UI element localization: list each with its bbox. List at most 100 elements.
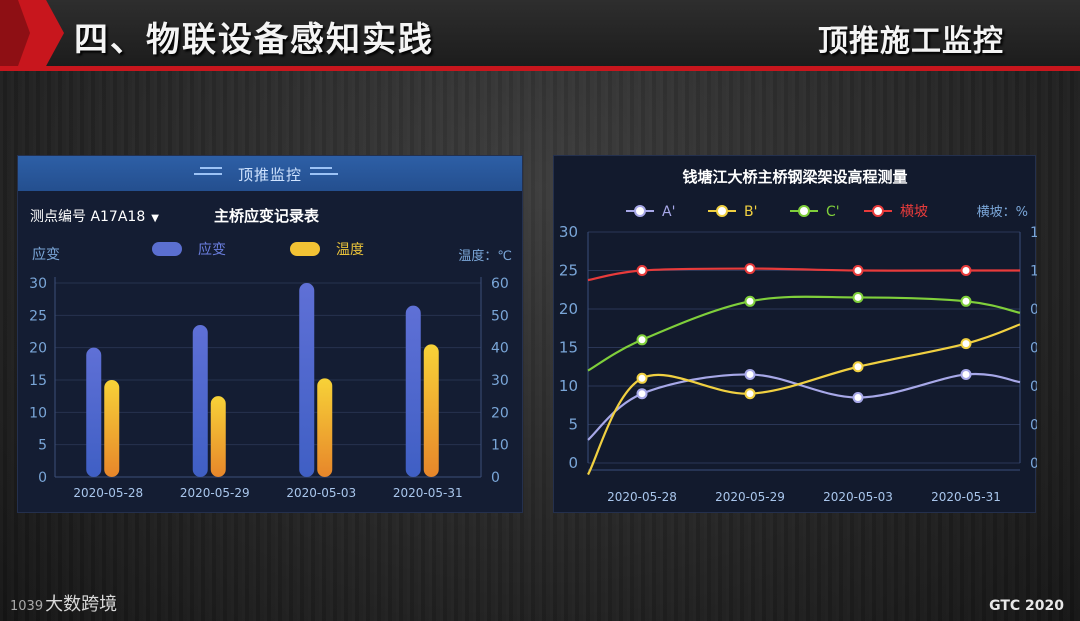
watermark: 1039 大数跨境 (10, 590, 117, 616)
header-lines-icon (310, 167, 338, 181)
series-line (587, 323, 1021, 476)
x-tick-label: 2020-05-03 (823, 490, 893, 504)
legend-marker (872, 205, 884, 217)
panel-header-title: 顶推监控 (237, 166, 302, 184)
slide-title: 四、物联设备感知实践 (74, 20, 434, 60)
x-tick-label: 2020-05-31 (393, 486, 463, 500)
y-tick-left: 15 (559, 339, 578, 357)
y-tick-left: 5 (568, 416, 578, 434)
chevron-down-icon: ▼ (151, 213, 159, 224)
sensor-id-value: 测点编号 A17A18 (30, 209, 146, 225)
legend-label: C' (826, 204, 840, 220)
strain-bar (405, 305, 421, 477)
legend-swatch (290, 242, 320, 256)
y-tick-left: 15 (29, 373, 47, 389)
data-point (744, 368, 756, 380)
series-line (587, 295, 1021, 372)
legend-marker (798, 205, 810, 217)
data-point (744, 263, 756, 275)
strain-bar (192, 325, 208, 477)
data-point (852, 361, 864, 373)
y-tick-left: 10 (559, 377, 578, 395)
y-tick-right: 10 (491, 438, 509, 454)
data-point (636, 265, 648, 276)
y-tick-right: 0.4 (1030, 379, 1037, 395)
data-point (960, 338, 972, 350)
data-point (960, 368, 972, 380)
x-tick-label: 2020-05-31 (931, 490, 1001, 504)
y-tick-left: 20 (559, 300, 578, 318)
legend-label: 横坡 (900, 204, 928, 220)
footer-brand: GTC 2020 (989, 598, 1064, 614)
y-tick-right: 30 (491, 373, 509, 389)
data-point (636, 372, 648, 384)
slide-subtitle: 顶推施工监控 (818, 24, 1004, 59)
elevation-chart-title: 钱塘江大桥主桥钢梁架设高程测量 (682, 168, 907, 186)
y-tick-right: 60 (491, 276, 509, 292)
x-tick-label: 2020-05-29 (180, 486, 250, 500)
slide-header (0, 0, 1080, 68)
y-tick-right: 1 (1030, 264, 1037, 280)
y-tick-left: 0 (38, 470, 47, 486)
y-tick-left: 20 (29, 341, 47, 357)
y-tick-right: 0 (1030, 456, 1037, 472)
temperature-bar (210, 396, 226, 477)
data-point (852, 265, 864, 276)
sensor-id-dropdown[interactable]: 测点编号 A17A18 ▼ (30, 206, 159, 226)
strain-monitor-panel: 顶推监控 测点编号 A17A18 ▼ 主桥应变记录表 0 5 10 15 20 25 30 0 1… (17, 155, 523, 513)
y-tick-right: 50 (491, 308, 509, 324)
legend-marker (716, 205, 728, 217)
data-point (636, 334, 648, 346)
strain-chart-title: 主桥应变记录表 (214, 207, 320, 225)
header-lines-icon (194, 167, 222, 181)
strain-bar (86, 347, 102, 477)
series-line (587, 372, 1021, 441)
y-tick-left: 5 (38, 438, 47, 454)
data-point (960, 265, 972, 276)
panel-header: 顶推监控 (18, 156, 522, 191)
y-tick-left: 25 (559, 262, 578, 280)
temperature-bar (317, 378, 333, 477)
y-tick-left: 30 (29, 276, 47, 292)
legend-label: 温度 (336, 242, 364, 258)
y-tick-right: 0.6 (1030, 341, 1037, 357)
legend-label: A' (662, 204, 675, 220)
y-tick-left: 25 (29, 308, 47, 324)
y-tick-right: 20 (491, 405, 509, 421)
y-tick-left: 30 (559, 223, 578, 241)
temperature-bar (104, 380, 120, 477)
x-tick-label: 2020-05-28 (607, 490, 677, 504)
y-axis-label-right: 横坡：% (977, 205, 1028, 220)
data-point (960, 295, 972, 307)
watermark-text: 大数跨境 (45, 594, 118, 615)
watermark-logo: 1039 (10, 599, 44, 614)
y-tick-right: 40 (491, 341, 509, 357)
y-tick-right: 1.2 (1030, 225, 1037, 241)
strain-bar (299, 283, 315, 477)
elevation-line-chart: 钱塘江大桥主桥钢梁架设高程测量 0 5 10 15 20 25 30 0 0.2 0.4 0.6 0.8… (559, 168, 1037, 504)
y-tick-left: 10 (29, 405, 47, 421)
legend-label: 应变 (198, 241, 226, 258)
data-point (744, 388, 756, 400)
y-tick-left: 0 (568, 454, 578, 472)
y-tick-right: 0.8 (1030, 302, 1037, 318)
elevation-monitor-panel: 钱塘江大桥主桥钢梁架设高程测量 0 5 10 15 20 25 30 0 0.2 0.4 0.6 0.8… (553, 155, 1037, 513)
legend-marker (634, 205, 646, 217)
header-divider (0, 66, 1080, 71)
data-point (744, 295, 756, 307)
y-axis-label-right: 温度：℃ (458, 248, 512, 264)
x-tick-label: 2020-05-03 (286, 486, 356, 500)
series-line (587, 267, 1020, 282)
x-tick-label: 2020-05-29 (715, 490, 785, 504)
temperature-bar (423, 344, 439, 477)
y-tick-right: 0.2 (1030, 418, 1037, 434)
y-axis-label-left: 应变 (32, 246, 60, 263)
strain-bar-chart: 0 5 10 15 20 25 30 0 10 20 30 40 50 60 应变 温度：℃ 应变 温度 2020-… (29, 241, 512, 500)
data-point (852, 291, 864, 303)
legend-label: B' (744, 204, 757, 220)
y-tick-right: 0 (491, 470, 500, 486)
x-tick-label: 2020-05-28 (73, 486, 143, 500)
data-point (636, 388, 648, 400)
data-point (852, 392, 864, 404)
legend-swatch (152, 242, 182, 256)
